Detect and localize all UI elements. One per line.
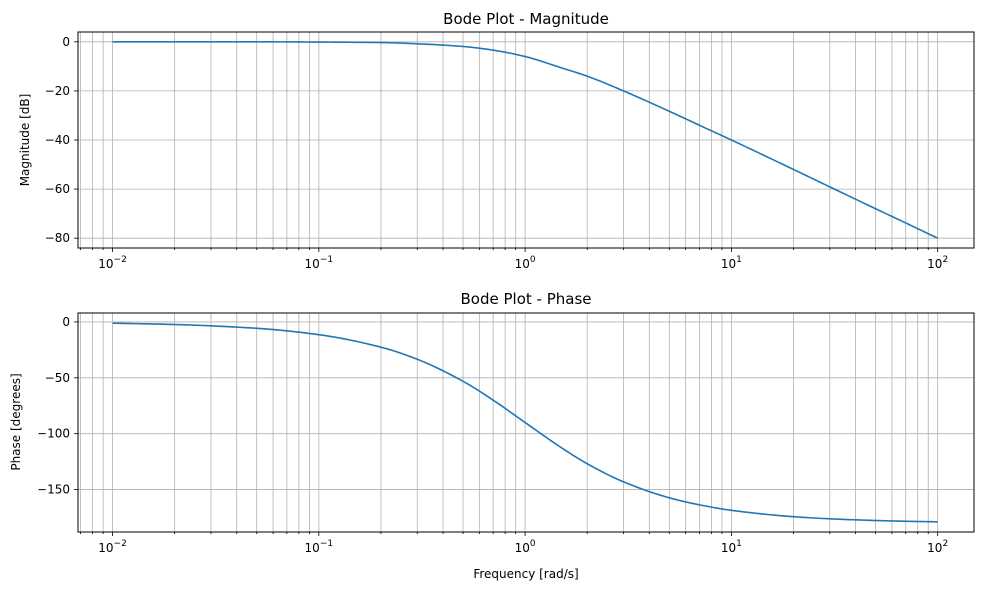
magnitude-ytick-label: −80 (45, 231, 70, 245)
magnitude-xtick-label: 10−1 (305, 255, 334, 271)
phase-xtick-label: 101 (721, 539, 742, 555)
phase-title: Bode Plot - Phase (461, 290, 592, 308)
magnitude-curve (112, 41, 939, 239)
phase-xlabel: Frequency [rad/s] (473, 567, 578, 581)
magnitude-ticks: 10−2 10−1 100 101 102 0 −20 −40 −60 −80 (45, 35, 949, 271)
phase-ytick-label: −100 (37, 427, 70, 441)
phase-ytick-label: −50 (45, 371, 70, 385)
magnitude-xtick-label: 101 (721, 255, 742, 271)
magnitude-ytick-label: −40 (45, 133, 70, 147)
phase-axes: Bode Plot - Phase Phase [degrees] Freque… (9, 290, 975, 581)
magnitude-axes: Bode Plot - Magnitude Magnitude [dB] 10−… (18, 10, 975, 271)
magnitude-title: Bode Plot - Magnitude (443, 10, 609, 28)
phase-ylabel: Phase [degrees] (9, 373, 23, 470)
magnitude-xtick-label: 100 (515, 255, 536, 271)
phase-grid (78, 313, 974, 532)
magnitude-xtick-label: 102 (927, 255, 948, 271)
phase-curve (112, 322, 938, 523)
phase-ytick-label: −150 (37, 483, 70, 497)
phase-xtick-label: 102 (927, 539, 948, 555)
magnitude-ylabel: Magnitude [dB] (18, 94, 32, 187)
magnitude-ytick-label: 0 (62, 35, 70, 49)
phase-xtick-label: 100 (515, 539, 536, 555)
magnitude-grid (78, 32, 974, 248)
phase-frame (77, 312, 975, 533)
magnitude-xtick-label: 10−2 (98, 255, 127, 271)
phase-ytick-label: 0 (62, 315, 70, 329)
phase-xtick-label: 10−1 (305, 539, 334, 555)
phase-ticks: 10−2 10−1 100 101 102 0 −50 −100 −150 (37, 315, 948, 555)
phase-xtick-label: 10−2 (98, 539, 127, 555)
magnitude-ytick-label: −60 (45, 182, 70, 196)
magnitude-ytick-label: −20 (45, 84, 70, 98)
